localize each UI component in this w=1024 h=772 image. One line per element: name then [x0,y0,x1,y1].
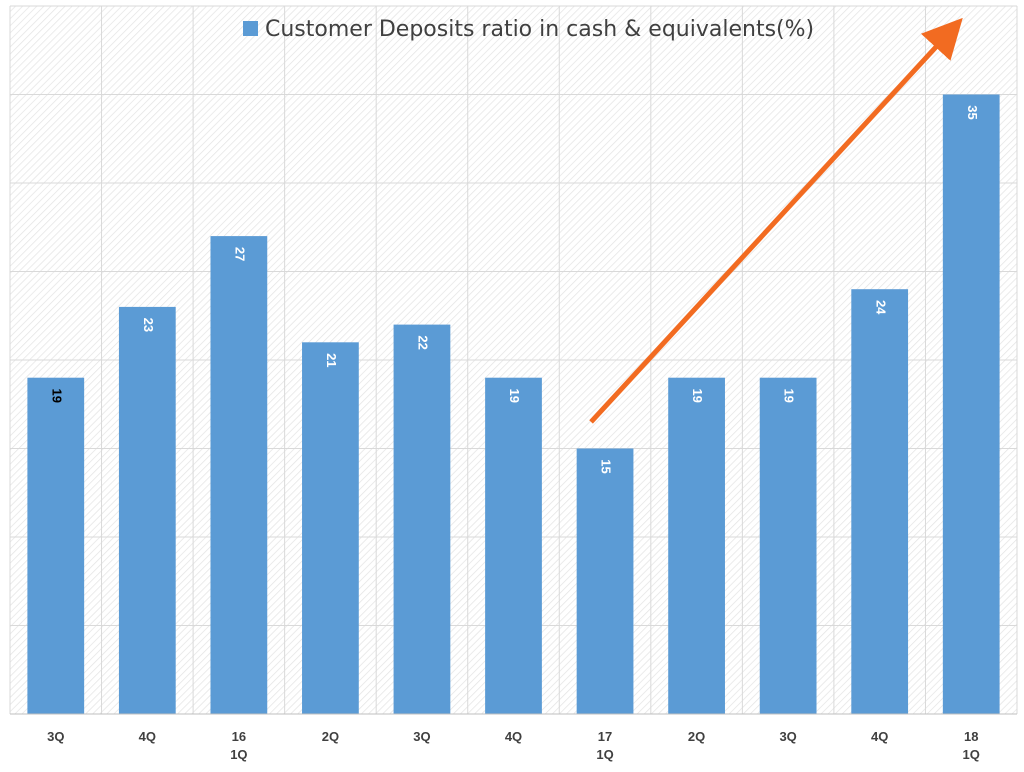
x-tick-label: 17 [598,729,612,744]
legend-swatch [243,21,258,36]
x-tick-label: 4Q [139,729,156,744]
x-tick-label: 16 [232,729,246,744]
x-axis: 3Q 4Q 16 1Q 2Q 3Q 4Q 17 1Q 2Q 3Q 4Q 18 1Q [10,713,1017,762]
x-tick-label: 4Q [505,729,522,744]
x-tick-label: 2Q [688,729,705,744]
data-label: 19 [507,388,522,402]
x-tick-label: 3Q [47,729,64,744]
x-tick-label: 3Q [413,729,430,744]
data-label: 21 [324,353,339,367]
legend-label: Customer Deposits ratio in cash & equiva… [265,17,814,42]
data-label: 22 [416,335,431,349]
data-label: 15 [599,459,614,473]
bar [942,94,1000,714]
x-tick-label: 3Q [779,729,796,744]
data-label: 19 [782,388,797,402]
bar [210,236,268,714]
bar [485,377,542,714]
data-labels: 19 23 27 21 22 19 15 19 19 24 35 [49,105,979,473]
bars [27,94,1000,714]
bar [118,306,176,714]
trend-arrow-line [589,17,963,424]
data-label: 24 [873,300,888,315]
bar [576,448,634,714]
bar [851,289,909,714]
grid-lines [9,5,1018,714]
trend-arrow [589,17,963,424]
x-tick-label: 1Q [230,747,247,762]
x-tick-label: 1Q [963,747,980,762]
bar [393,324,451,714]
x-tick-label: 4Q [871,729,888,744]
bar [668,377,725,714]
legend: Customer Deposits ratio in cash & equiva… [243,17,814,42]
bar [27,377,85,714]
data-label: 35 [965,105,980,119]
x-tick-label: 2Q [322,729,339,744]
data-label: 23 [141,318,156,332]
data-label: 19 [49,388,64,402]
data-label: 27 [232,247,247,261]
bar [759,377,817,714]
data-label: 19 [690,388,705,402]
x-tick-label: 18 [964,729,978,744]
x-tick-label: 1Q [596,747,613,762]
bar [302,342,359,714]
